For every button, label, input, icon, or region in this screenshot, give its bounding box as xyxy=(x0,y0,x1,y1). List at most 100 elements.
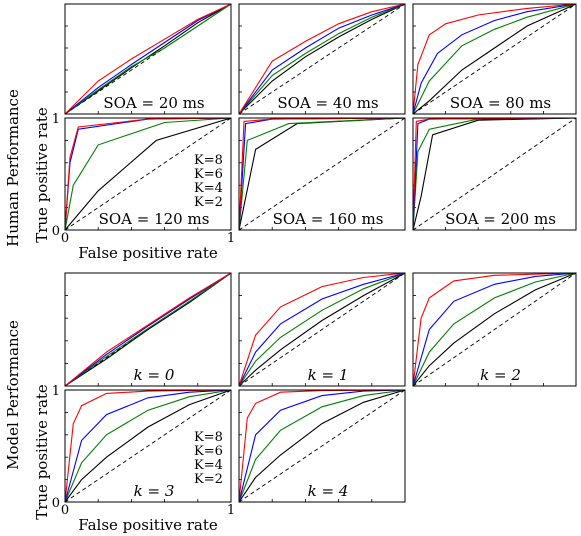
roc-panel-h2: SOA = 40 ms xyxy=(238,3,406,115)
panel-title: k = 3 xyxy=(134,482,175,500)
chance-diagonal xyxy=(64,3,232,115)
panel-frame xyxy=(412,117,577,231)
panel-title: k = 1 xyxy=(308,366,349,384)
roc-curve-k4 xyxy=(412,272,577,387)
y-tick-1-model: 1 xyxy=(52,384,60,399)
panel-title: k = 4 xyxy=(308,482,349,500)
roc-panel-h4: SOA = 120 ms xyxy=(64,117,232,231)
roc-curve-k6 xyxy=(64,389,232,503)
roc-curve-k8 xyxy=(412,117,577,231)
roc-curve-k6 xyxy=(412,272,577,387)
legend-label-k8: K=8 xyxy=(194,153,223,168)
panel-frame xyxy=(64,117,232,231)
panel-frame xyxy=(238,389,406,503)
chance-diagonal xyxy=(238,272,406,387)
roc-curve-k2 xyxy=(64,3,232,115)
roc-curve-k6 xyxy=(64,117,232,231)
roc-panels: SOA = 20 ms SOA = 40 ms SOA = 80 ms SOA = 1… xyxy=(64,3,577,503)
roc-panel-m2: k = 1 xyxy=(238,272,406,387)
roc-curve-k4 xyxy=(238,389,406,503)
roc-panel-m1: k = 0 xyxy=(64,272,232,387)
chance-diagonal xyxy=(64,389,232,503)
roc-curve-k8 xyxy=(238,3,406,115)
roc-curve-k2 xyxy=(412,3,577,115)
panel-title: SOA = 20 ms xyxy=(103,94,204,112)
roc-curve-k2 xyxy=(64,272,232,387)
panel-title: SOA = 160 ms xyxy=(273,210,384,228)
roc-curve-k4 xyxy=(238,3,406,115)
roc-curve-k2 xyxy=(412,272,577,387)
roc-curve-k4 xyxy=(412,3,577,115)
chance-diagonal xyxy=(64,117,232,231)
roc-curve-k6 xyxy=(238,117,406,231)
panel-title: k = 2 xyxy=(480,366,521,384)
panel-title: SOA = 40 ms xyxy=(277,94,378,112)
roc-curve-k4 xyxy=(64,389,232,503)
x-axis-label-model: False positive rate xyxy=(78,516,218,534)
roc-curve-k2 xyxy=(64,117,232,231)
panel-frame xyxy=(64,272,232,387)
panel-frame xyxy=(412,3,577,115)
roc-curve-k6 xyxy=(238,3,406,115)
x-axis-label-human: False positive rate xyxy=(78,244,218,262)
roc-curve-k2 xyxy=(238,272,406,387)
roc-panel-h1: SOA = 20 ms xyxy=(64,3,232,115)
roc-panel-h5: SOA = 160 ms xyxy=(238,117,406,231)
y-axis-label-model: True positive rate xyxy=(33,384,51,520)
roc-curve-k6 xyxy=(64,3,232,115)
chance-diagonal xyxy=(238,3,406,115)
chance-diagonal xyxy=(412,272,577,387)
roc-curve-k8 xyxy=(64,389,232,503)
legend-label-k8: K=8 xyxy=(194,430,223,445)
panel-frame xyxy=(238,3,406,115)
section-label-model: Model Performance xyxy=(4,320,22,470)
roc-curve-k2 xyxy=(412,117,577,231)
roc-curve-k4 xyxy=(64,272,232,387)
panel-frame xyxy=(238,272,406,387)
roc-panel-h6: SOA = 200 ms xyxy=(412,117,577,231)
roc-curve-k4 xyxy=(64,3,232,115)
legend-label-k2: K=2 xyxy=(194,472,223,487)
legend-human: K=8 K=6 K=4 K=2 xyxy=(194,153,223,210)
roc-curve-k6 xyxy=(64,272,232,387)
roc-panel-m3: k = 2 xyxy=(412,272,577,387)
roc-curve-k8 xyxy=(412,3,577,115)
roc-curve-k6 xyxy=(238,389,406,503)
roc-panel-m4: k = 3 xyxy=(64,389,232,503)
chance-diagonal xyxy=(412,3,577,115)
x-tick-1-human: 1 xyxy=(227,231,235,246)
legend-label-k2: K=2 xyxy=(194,195,223,210)
y-axis-label-human: True positive rate xyxy=(33,107,51,243)
panel-title: SOA = 80 ms xyxy=(450,94,551,112)
panel-title: SOA = 120 ms xyxy=(99,210,210,228)
roc-curve-k4 xyxy=(238,272,406,387)
roc-panel-m5: k = 4 xyxy=(238,389,406,503)
chance-diagonal xyxy=(238,389,406,503)
roc-curve-k2 xyxy=(64,389,232,503)
chance-diagonal xyxy=(238,117,406,231)
chance-diagonal xyxy=(412,117,577,231)
legend-label-k6: K=6 xyxy=(194,167,223,182)
legend-model: K=8 K=6 K=4 K=2 xyxy=(194,430,223,487)
x-tick-1-model: 1 xyxy=(227,503,235,518)
roc-curve-k2 xyxy=(238,117,406,231)
panel-title: SOA = 200 ms xyxy=(445,210,556,228)
roc-curve-k8 xyxy=(64,272,232,387)
y-tick-0-human: 0 xyxy=(52,224,60,239)
x-tick-0-model: 0 xyxy=(61,503,69,518)
panel-frame xyxy=(238,117,406,231)
panel-frame xyxy=(412,272,577,387)
legend-label-k4: K=4 xyxy=(194,181,223,196)
section-label-human: Human Performance xyxy=(4,89,22,247)
roc-curve-k8 xyxy=(412,272,577,387)
panel-frame xyxy=(64,389,232,503)
roc-curve-k6 xyxy=(412,3,577,115)
roc-curve-k2 xyxy=(238,3,406,115)
roc-curve-k6 xyxy=(238,272,406,387)
panel-frame xyxy=(64,3,232,115)
legend-label-k4: K=4 xyxy=(194,458,223,473)
panel-title: k = 0 xyxy=(134,366,175,384)
y-tick-0-model: 0 xyxy=(52,496,60,511)
legend-label-k6: K=6 xyxy=(194,444,223,459)
